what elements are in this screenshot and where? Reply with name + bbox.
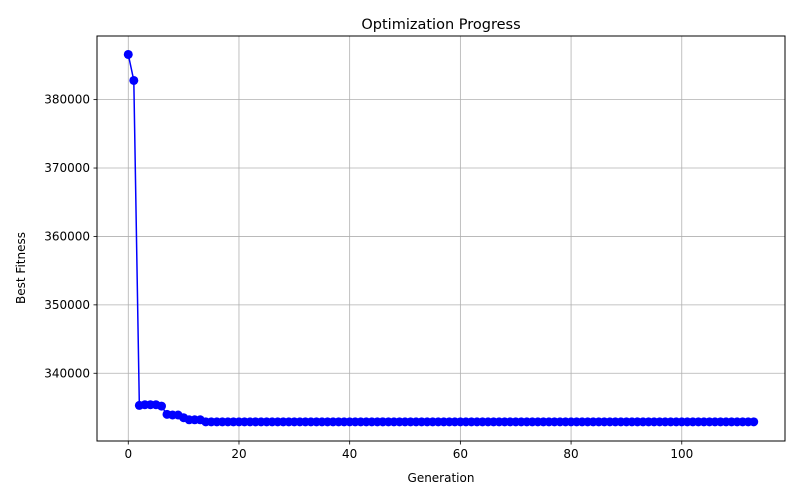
x-tick-label: 20 xyxy=(231,447,246,461)
data-point xyxy=(156,401,166,411)
grid xyxy=(97,36,785,441)
ticks: 0 20 40 60 80 100 340000 350000 360000 370000 3800… xyxy=(44,93,693,461)
series-line xyxy=(127,54,754,423)
series-layer xyxy=(123,49,759,427)
data-point xyxy=(749,417,759,427)
y-tick-label: 350000 xyxy=(44,298,90,312)
x-axis-title: Generation xyxy=(408,471,475,485)
y-tick-label: 370000 xyxy=(44,161,90,175)
y-tick-label: 380000 xyxy=(44,93,90,107)
x-tick-label: 60 xyxy=(453,447,468,461)
plot-frame xyxy=(96,35,786,442)
data-point xyxy=(123,49,133,59)
y-tick-label: 360000 xyxy=(44,229,90,243)
y-tick-label: 340000 xyxy=(44,366,90,380)
x-tick-label: 40 xyxy=(342,447,357,461)
chart-title: Optimization Progress xyxy=(361,17,520,33)
y-axis-title: Best Fitness xyxy=(14,232,28,304)
data-point xyxy=(129,75,139,85)
x-tick-label: 100 xyxy=(670,447,693,461)
x-tick-label: 80 xyxy=(563,447,578,461)
x-tick-label: 0 xyxy=(124,447,132,461)
